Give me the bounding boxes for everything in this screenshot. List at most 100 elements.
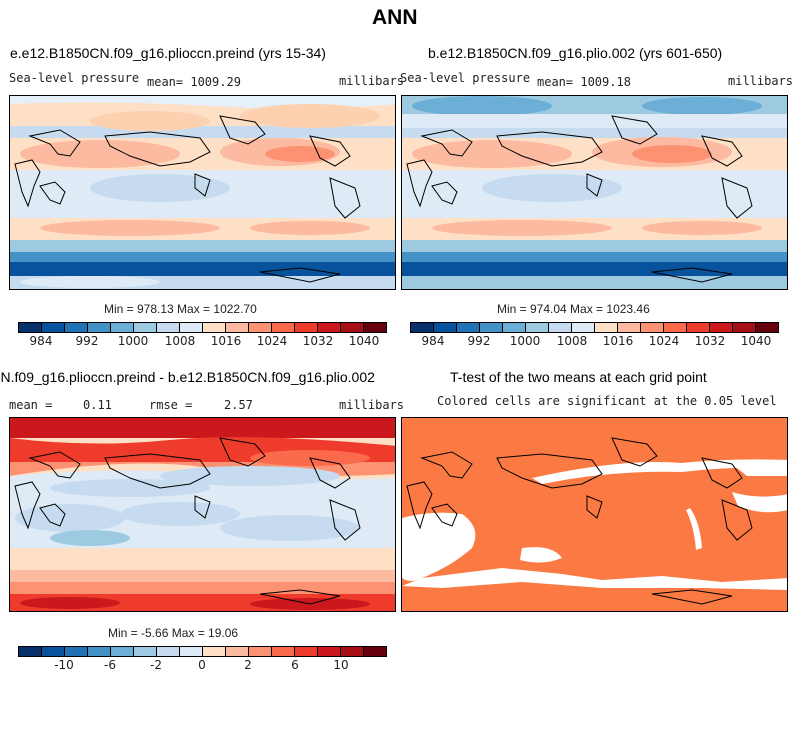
panel1-case-title: e.e12.B1850CN.f09_g16.plioccn.preind (yr… bbox=[10, 45, 326, 61]
panel3-minmax: Min = -5.66 Max = 19.06 bbox=[108, 626, 239, 640]
panel3-cbar-box-14 bbox=[318, 647, 341, 656]
panel1-cbar-box-5 bbox=[111, 323, 134, 332]
panel3-rmse-value: 2.57 bbox=[224, 398, 253, 412]
panel3-cbar-box-1 bbox=[19, 647, 42, 656]
panel3-cbar-box-3 bbox=[65, 647, 88, 656]
panel3-cbar-box-6 bbox=[134, 647, 157, 656]
panel1-colorbar bbox=[18, 322, 387, 333]
panel1-cbar-box-8 bbox=[180, 323, 203, 332]
panel3-cbar-box-12 bbox=[272, 647, 295, 656]
panel2-cbar-box-5 bbox=[503, 323, 526, 332]
panel2-cbar-box-7 bbox=[549, 323, 572, 332]
panel2-cbar-box-9 bbox=[595, 323, 618, 332]
panel3-cbar-tick: -2 bbox=[150, 658, 162, 672]
panel1-cbar-tick: 1040 bbox=[348, 334, 380, 348]
panel3-cbar-box-15 bbox=[341, 647, 364, 656]
panel3-rmse-label: rmse = bbox=[149, 398, 193, 412]
panel3-cbar-tick: -6 bbox=[104, 658, 116, 672]
panel3-cbar-box-7 bbox=[157, 647, 180, 656]
panel2-cbar-tick: 984 bbox=[421, 334, 445, 348]
panel1-slp-map-canvas bbox=[10, 96, 395, 289]
panel4-significance-map-canvas bbox=[402, 418, 787, 611]
panel1-cbar-box-11 bbox=[249, 323, 272, 332]
panel2-colorbar bbox=[410, 322, 779, 333]
panel2-case-title: b.e12.B1850CN.f09_g16.plio.002 (yrs 601-… bbox=[428, 45, 723, 61]
panel1-minmax: Min = 978.13 Max = 1022.70 bbox=[104, 302, 257, 316]
panel3-cbar-box-2 bbox=[42, 647, 65, 656]
panel1-cbar-box-13 bbox=[295, 323, 318, 332]
panel2-cbar-box-3 bbox=[457, 323, 480, 332]
panel1-cbar-box-16 bbox=[364, 323, 386, 332]
panel2-cbar-tick: 1040 bbox=[740, 334, 772, 348]
panel2-cbar-tick: 1000 bbox=[509, 334, 541, 348]
panel1-cbar-box-4 bbox=[88, 323, 111, 332]
panel2-mean-label: mean= 1009.18 bbox=[537, 75, 631, 89]
panel2-cbar-box-10 bbox=[618, 323, 641, 332]
panel1-cbar-tick: 992 bbox=[75, 334, 99, 348]
panel4-title: T-test of the two means at each grid poi… bbox=[450, 369, 707, 385]
panel1-cbar-box-3 bbox=[65, 323, 88, 332]
panel2-cbar-box-15 bbox=[733, 323, 756, 332]
panel3-mean-value: 0.11 bbox=[83, 398, 112, 412]
panel2-minmax: Min = 974.04 Max = 1023.46 bbox=[497, 302, 650, 316]
panel1-units-label: millibars bbox=[339, 74, 405, 88]
panel1-cbar-tick: 1032 bbox=[302, 334, 334, 348]
panel1-cbar-tick: 1016 bbox=[210, 334, 242, 348]
panel2-cbar-box-6 bbox=[526, 323, 549, 332]
panel1-cbar-box-2 bbox=[42, 323, 65, 332]
panel1-cbar-box-6 bbox=[134, 323, 157, 332]
panel3-cbar-box-5 bbox=[111, 647, 134, 656]
panel1-cbar-box-12 bbox=[272, 323, 295, 332]
panel2-cbar-box-11 bbox=[641, 323, 664, 332]
panel3-cbar-tick: 0 bbox=[198, 658, 206, 672]
panel2-cbar-box-8 bbox=[572, 323, 595, 332]
panel3-cbar-tick: 10 bbox=[333, 658, 349, 672]
panel1-cbar-box-1 bbox=[19, 323, 42, 332]
panel3-mean-label: mean = bbox=[9, 398, 53, 412]
panel2-cbar-box-2 bbox=[434, 323, 457, 332]
panel3-cbar-box-4 bbox=[88, 647, 111, 656]
panel1-cbar-box-7 bbox=[157, 323, 180, 332]
panel2-cbar-box-13 bbox=[687, 323, 710, 332]
panel3-colorbar bbox=[18, 646, 387, 657]
panel1-mean-label: mean= 1009.29 bbox=[147, 75, 241, 89]
panel3-cbar-tick: 2 bbox=[244, 658, 252, 672]
panel2-cbar-tick: 992 bbox=[467, 334, 491, 348]
panel1-slp-map bbox=[9, 95, 396, 290]
panel1-cbar-tick: 1000 bbox=[117, 334, 149, 348]
panel1-cbar-tick: 1008 bbox=[164, 334, 196, 348]
panel2-cbar-box-14 bbox=[710, 323, 733, 332]
panel3-title-clip: e.e12.B1850CN.f09_g16.plioccn.preind - b… bbox=[0, 369, 453, 389]
panel2-cbar-box-1 bbox=[411, 323, 434, 332]
panel3-units-label: millibars bbox=[339, 398, 405, 412]
panel3-cbar-box-16 bbox=[364, 647, 386, 656]
panel3-diff-map bbox=[9, 417, 396, 612]
figure-title: ANN bbox=[372, 6, 418, 29]
panel2-cbar-tick: 1008 bbox=[556, 334, 588, 348]
panel4-subtitle: Colored cells are significant at the 0.0… bbox=[437, 394, 777, 408]
panel2-slp-map bbox=[401, 95, 788, 290]
panel1-cbar-box-14 bbox=[318, 323, 341, 332]
panel2-cbar-tick: 1024 bbox=[648, 334, 680, 348]
panel2-cbar-box-16 bbox=[756, 323, 778, 332]
panel3-cbar-box-8 bbox=[180, 647, 203, 656]
panel1-cbar-tick: 1024 bbox=[256, 334, 288, 348]
panel3-cbar-box-9 bbox=[203, 647, 226, 656]
panel1-variable-label: Sea-level pressure bbox=[9, 71, 140, 85]
panel1-cbar-box-10 bbox=[226, 323, 249, 332]
panel3-cbar-tick: 6 bbox=[291, 658, 299, 672]
panel2-slp-map-canvas bbox=[402, 96, 787, 289]
panel2-cbar-tick: 1032 bbox=[694, 334, 726, 348]
panel3-cbar-box-10 bbox=[226, 647, 249, 656]
panel3-case-title: e.e12.B1850CN.f09_g16.plioccn.preind - b… bbox=[0, 369, 375, 385]
panel2-variable-label: Sea-level pressure bbox=[400, 71, 531, 85]
panel2-cbar-box-12 bbox=[664, 323, 687, 332]
panel3-cbar-box-13 bbox=[295, 647, 318, 656]
panel2-cbar-tick: 1016 bbox=[602, 334, 634, 348]
panel1-cbar-tick: 984 bbox=[29, 334, 53, 348]
panel4-significance-map bbox=[401, 417, 788, 612]
panel3-diff-map-canvas bbox=[10, 418, 395, 611]
panel1-cbar-box-15 bbox=[341, 323, 364, 332]
panel2-cbar-box-4 bbox=[480, 323, 503, 332]
panel2-units-label: millibars bbox=[728, 74, 794, 88]
